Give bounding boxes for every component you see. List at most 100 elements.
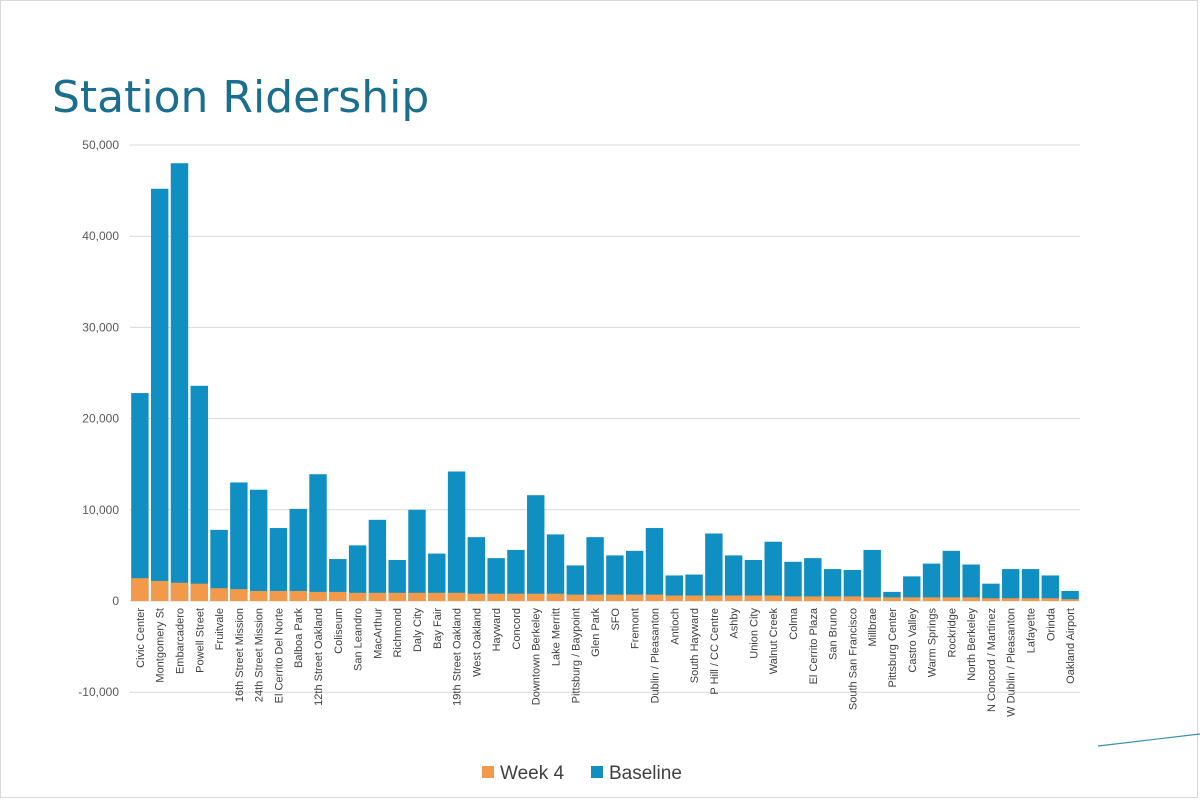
bar-week4	[606, 594, 624, 601]
category-label: San Bruno	[828, 608, 840, 660]
bar-baseline	[447, 471, 466, 601]
bar-baseline	[962, 564, 980, 601]
bar-baseline	[1002, 569, 1020, 601]
bar-baseline	[942, 550, 961, 601]
baseline-bars	[131, 163, 1079, 602]
legend: Week 4 Baseline	[482, 763, 682, 784]
bar-week4	[467, 593, 486, 601]
bar-baseline	[269, 528, 288, 601]
y-tick-label: 40,000	[82, 229, 119, 243]
bar-week4	[625, 594, 644, 601]
bar-week4	[784, 596, 802, 601]
bar-baseline	[705, 533, 723, 601]
category-label: Concord	[511, 608, 523, 650]
bar-baseline	[527, 495, 545, 601]
y-tick-label: 10,000	[82, 503, 119, 517]
bar-week4	[190, 583, 208, 601]
bar-week4	[645, 594, 664, 601]
bar-week4	[348, 592, 367, 601]
y-tick-label: 50,000	[82, 138, 119, 152]
bar-week4	[170, 582, 189, 601]
category-label: Rockridge	[946, 608, 958, 658]
bar-baseline	[348, 545, 367, 601]
bar-baseline	[764, 541, 782, 601]
y-tick-label: 30,000	[82, 320, 119, 334]
bar-week4	[685, 595, 703, 601]
y-tick-label: 20,000	[82, 412, 119, 426]
bar-baseline	[903, 576, 921, 601]
category-label: W Dublin / Pleasanton	[1006, 608, 1018, 717]
bar-baseline	[368, 519, 387, 601]
bar-week4	[1021, 598, 1040, 601]
category-label: Bay Fair	[432, 608, 444, 649]
category-label: El Cerrito Plaza	[808, 607, 820, 684]
week4-bars	[131, 578, 1079, 601]
category-label: Daly City	[412, 608, 424, 653]
bar-baseline	[487, 558, 505, 601]
bar-baseline	[329, 559, 347, 601]
bar-baseline	[467, 537, 486, 601]
bar-baseline	[744, 559, 763, 601]
bar-week4	[368, 592, 387, 601]
category-label: South San Francisco	[847, 608, 859, 710]
bar-baseline	[1041, 575, 1060, 601]
gridlines	[130, 144, 1080, 693]
category-labels: Civic Center Montgomery St Embarcadero Powe…	[135, 607, 1077, 717]
bar-baseline	[249, 489, 268, 601]
category-label: Warm Springs	[927, 608, 939, 678]
y-axis-ticks: -10,000 0 10,000 20,000 30,000 40,000 50,000	[78, 138, 119, 699]
category-label: Orinda	[1045, 607, 1057, 641]
bar-week4	[665, 595, 683, 601]
bar-baseline	[843, 569, 862, 601]
bar-week4	[269, 590, 288, 601]
bar-week4	[309, 591, 327, 601]
category-label: San Leandro	[353, 608, 365, 671]
bar-week4	[962, 597, 980, 601]
category-label: Millbrae	[867, 608, 879, 647]
category-label: West Oakland	[471, 608, 483, 677]
category-label: Castro Valley	[907, 608, 919, 673]
bar-baseline	[883, 591, 901, 601]
bar-baseline	[784, 561, 802, 601]
bar-baseline	[507, 549, 525, 601]
bar-baseline	[922, 563, 941, 601]
slide-title: Station Ridership	[52, 72, 430, 123]
category-label: 16th Street Mission	[234, 608, 246, 702]
bar-baseline	[685, 574, 703, 601]
category-label: Lafayette	[1026, 608, 1038, 653]
bar-week4	[527, 593, 545, 601]
category-label: 12th Street Oakland	[313, 608, 325, 706]
bar-week4	[546, 593, 565, 601]
bar-baseline	[982, 583, 1000, 601]
bar-week4	[843, 596, 862, 601]
category-label: Fremont	[630, 608, 642, 649]
bar-baseline	[190, 385, 208, 601]
bar-week4	[804, 596, 822, 601]
bar-week4	[289, 590, 307, 601]
bar-baseline	[724, 555, 743, 601]
bar-baseline	[428, 553, 446, 601]
bar-week4	[150, 580, 169, 601]
category-label: Balboa Park	[293, 608, 305, 668]
bar-baseline	[210, 529, 228, 601]
bar-baseline	[150, 188, 169, 601]
bar-week4	[724, 595, 743, 601]
bar-week4	[249, 590, 268, 601]
bar-week4	[428, 592, 446, 601]
bar-week4	[922, 597, 941, 601]
bar-baseline	[665, 575, 683, 601]
category-label: SFO	[610, 608, 622, 631]
bar-week4	[1002, 598, 1020, 601]
category-label: N Concord / Martinez	[986, 608, 998, 712]
y-tick-label: -10,000	[78, 685, 119, 699]
category-label: Antioch	[669, 608, 681, 645]
bar-week4	[131, 578, 149, 601]
legend-label-baseline: Baseline	[609, 763, 682, 784]
bar-baseline	[606, 555, 624, 601]
bar-baseline	[1021, 569, 1040, 601]
bar-baseline	[408, 509, 426, 601]
category-label: Colma	[788, 607, 800, 640]
bar-baseline	[1061, 590, 1079, 601]
bar-week4	[705, 595, 723, 601]
